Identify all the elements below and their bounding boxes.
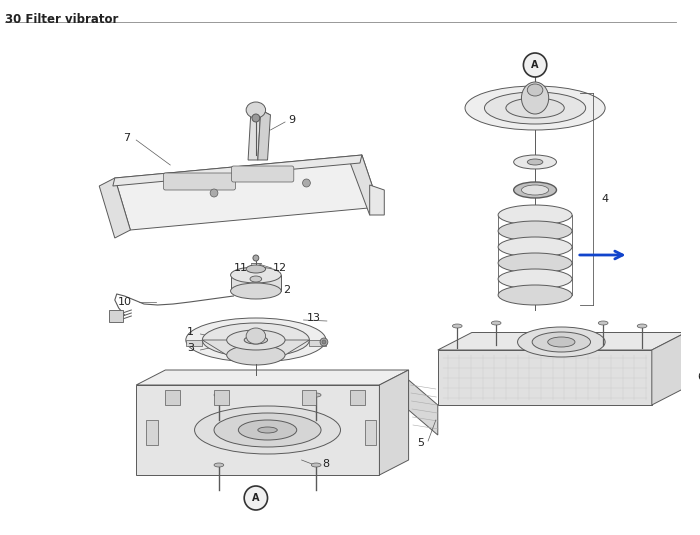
Ellipse shape (598, 321, 608, 325)
Polygon shape (115, 155, 379, 230)
Polygon shape (99, 178, 130, 238)
Polygon shape (438, 350, 652, 405)
Ellipse shape (514, 182, 556, 198)
Ellipse shape (214, 463, 224, 467)
Ellipse shape (452, 324, 462, 328)
Ellipse shape (312, 463, 321, 467)
Polygon shape (350, 390, 365, 405)
Ellipse shape (230, 267, 281, 283)
Ellipse shape (498, 205, 572, 225)
Text: 12: 12 (273, 263, 287, 273)
Text: A: A (531, 60, 539, 70)
Polygon shape (370, 185, 384, 215)
Text: 13: 13 (307, 313, 321, 323)
Ellipse shape (186, 318, 326, 362)
Ellipse shape (246, 102, 265, 118)
Ellipse shape (498, 285, 572, 305)
Ellipse shape (246, 265, 265, 273)
Ellipse shape (532, 332, 591, 352)
FancyBboxPatch shape (232, 166, 294, 182)
Text: 11: 11 (234, 263, 248, 273)
Polygon shape (165, 390, 180, 405)
Ellipse shape (312, 393, 321, 397)
Text: 2: 2 (284, 285, 290, 295)
Ellipse shape (258, 427, 277, 433)
Ellipse shape (195, 406, 340, 454)
Ellipse shape (227, 330, 285, 350)
Polygon shape (409, 380, 438, 435)
Ellipse shape (498, 237, 572, 257)
Ellipse shape (491, 321, 501, 325)
Polygon shape (309, 340, 326, 346)
Polygon shape (146, 420, 158, 445)
Ellipse shape (227, 345, 285, 365)
Polygon shape (230, 275, 281, 291)
Polygon shape (113, 155, 362, 186)
Ellipse shape (514, 155, 556, 169)
Polygon shape (438, 332, 686, 350)
Ellipse shape (238, 420, 297, 440)
Polygon shape (186, 340, 202, 346)
Text: 9: 9 (288, 115, 295, 125)
Ellipse shape (522, 185, 549, 195)
Polygon shape (379, 370, 409, 475)
Circle shape (210, 189, 218, 197)
Ellipse shape (214, 413, 321, 447)
Ellipse shape (230, 283, 281, 299)
Polygon shape (258, 110, 270, 160)
Polygon shape (652, 332, 686, 405)
Ellipse shape (527, 159, 543, 165)
Ellipse shape (202, 323, 309, 357)
Polygon shape (109, 310, 122, 322)
Circle shape (322, 340, 326, 344)
Ellipse shape (527, 84, 543, 96)
Text: 4: 4 (601, 194, 609, 204)
Polygon shape (136, 385, 379, 475)
Circle shape (302, 179, 310, 187)
Ellipse shape (244, 336, 267, 344)
Ellipse shape (246, 328, 265, 344)
Polygon shape (365, 420, 377, 445)
Polygon shape (350, 155, 379, 215)
Polygon shape (248, 110, 260, 160)
Ellipse shape (637, 324, 647, 328)
Polygon shape (302, 390, 316, 405)
Text: 5: 5 (416, 438, 424, 448)
Text: 7: 7 (123, 133, 130, 143)
Text: 3: 3 (187, 343, 194, 353)
Ellipse shape (547, 337, 575, 347)
Circle shape (252, 114, 260, 122)
Polygon shape (214, 390, 229, 405)
Ellipse shape (484, 92, 586, 124)
Ellipse shape (506, 98, 564, 118)
Polygon shape (136, 370, 409, 385)
Ellipse shape (214, 393, 224, 397)
Ellipse shape (465, 86, 605, 130)
Ellipse shape (250, 276, 262, 282)
Polygon shape (202, 340, 309, 355)
Text: 10: 10 (118, 297, 132, 307)
Ellipse shape (498, 253, 572, 273)
Ellipse shape (498, 221, 572, 241)
Ellipse shape (498, 269, 572, 289)
Circle shape (524, 53, 547, 77)
Ellipse shape (522, 82, 549, 114)
Text: 6: 6 (697, 372, 700, 382)
Polygon shape (251, 110, 270, 115)
Circle shape (244, 486, 267, 510)
Text: 1: 1 (187, 327, 194, 337)
Text: A: A (252, 493, 260, 503)
Text: 30 Filter vibrator: 30 Filter vibrator (5, 13, 118, 26)
Ellipse shape (517, 327, 605, 357)
Circle shape (320, 338, 328, 346)
Circle shape (253, 255, 259, 261)
FancyBboxPatch shape (163, 173, 235, 190)
Text: 8: 8 (322, 459, 330, 469)
